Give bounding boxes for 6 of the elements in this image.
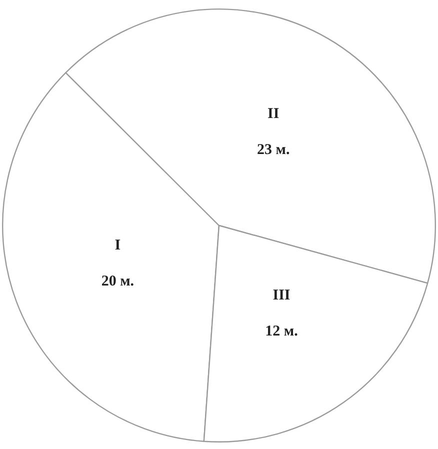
data-label: 20 м. (101, 273, 134, 290)
slice-label: III (272, 288, 290, 304)
data-label: 12 м. (265, 324, 298, 340)
slice-label: II (268, 106, 280, 122)
slice-label: I (114, 237, 121, 254)
data-label: 23 м. (257, 142, 290, 158)
